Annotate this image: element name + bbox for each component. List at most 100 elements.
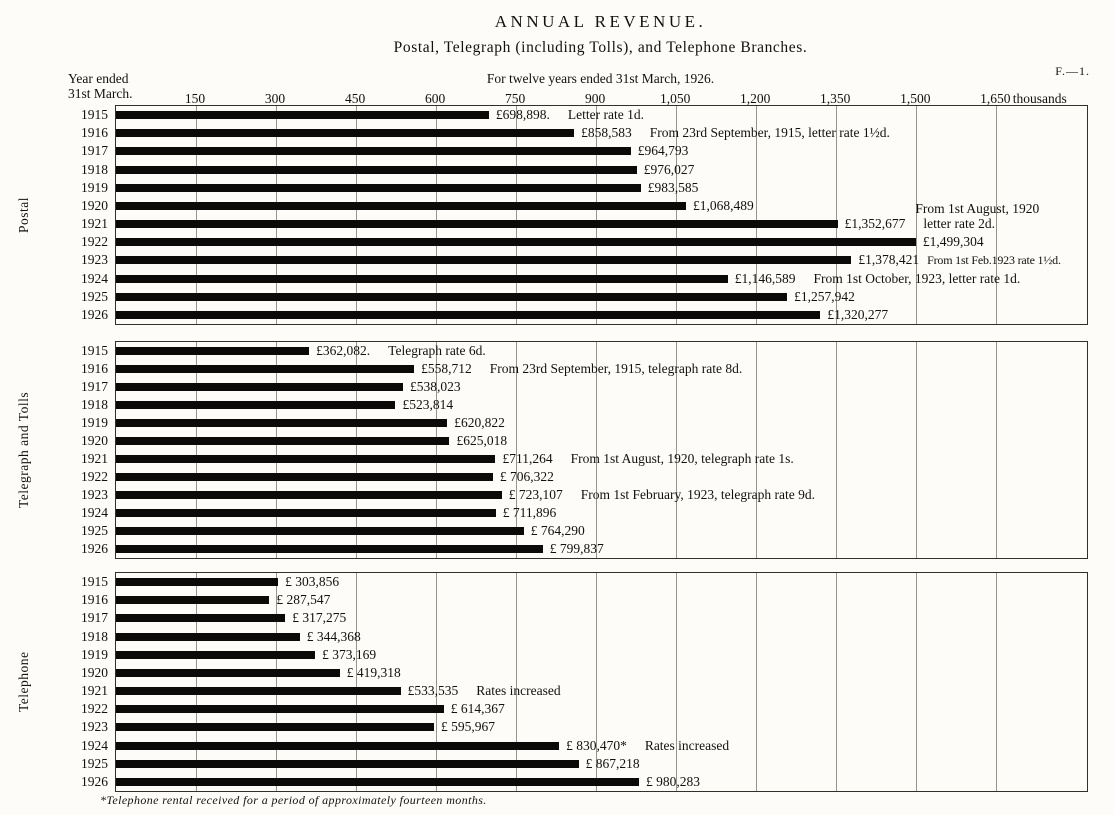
year-label: 1919 — [81, 646, 108, 662]
revenue-bar — [116, 401, 396, 409]
revenue-bar — [116, 473, 493, 481]
year-label: 1918 — [81, 628, 108, 644]
bar-row-1918: 1918 £ 344,368 — [81, 628, 1087, 646]
year-label: 1926 — [81, 306, 108, 322]
gridline — [756, 106, 758, 324]
row-axis-label-line2: 31st March. — [68, 86, 133, 101]
annotation: From 23rd September, 1915, telegraph rat… — [489, 361, 743, 376]
annotation: From 1st February, 1923, telegraph rate … — [580, 487, 815, 502]
bar-row-1915: 1915 £698,898. Letter rate 1d. — [81, 106, 1087, 124]
bar-row-1917: 1917 £538,023 — [81, 378, 1087, 396]
year-label: 1922 — [81, 701, 108, 717]
revenue-bar — [116, 183, 641, 192]
gridline — [996, 573, 998, 791]
value-label: £1,320,277 — [827, 306, 889, 322]
bar-row-1924: 1924 £1,146,589 From 1st October, 1923, le… — [81, 270, 1087, 288]
year-label: 1925 — [81, 755, 108, 771]
bar-row-1923: 1923 £1,378,421 From 1st Feb.1923 rate 1½d… — [81, 251, 1087, 269]
year-label: 1924 — [81, 505, 108, 520]
gridline — [196, 342, 198, 558]
value-label: £ 706,322 — [499, 469, 554, 484]
year-label: 1915 — [81, 343, 108, 358]
year-label: 1922 — [81, 469, 108, 484]
axis-tick-label: 1,050 — [660, 91, 691, 106]
gridline — [596, 573, 598, 791]
year-label: 1924 — [81, 270, 108, 286]
revenue-bar — [116, 777, 639, 786]
bar-row-1925: 1925 £ 764,290 — [81, 522, 1087, 540]
row-axis-label-line1: Year ended — [68, 71, 129, 86]
value-label: £ 373,169 — [322, 646, 377, 662]
gridline — [356, 573, 358, 791]
gridline — [276, 573, 278, 791]
year-label: 1917 — [81, 143, 108, 159]
value-label: £ 419,318 — [346, 664, 401, 680]
year-label: 1918 — [81, 397, 108, 412]
value-label: £964,793 — [637, 143, 689, 159]
year-label: 1925 — [81, 288, 108, 304]
gridline — [996, 342, 998, 558]
bar-row-1915: 1915 £ 303,856 — [81, 573, 1087, 591]
value-label: £ 595,967 — [440, 719, 495, 735]
value-label: £1,146,589 — [734, 270, 796, 286]
bar-row-1926: 1926 £1,320,277 — [81, 306, 1087, 324]
value-label: £533,535 — [407, 683, 459, 699]
value-label: £ 344,368 — [306, 628, 361, 644]
bar-row-1918: 1918 £523,814 — [81, 396, 1087, 414]
value-label: £ 830,470* — [566, 737, 627, 753]
value-label: £ 614,367 — [450, 701, 505, 717]
revenue-bar — [116, 723, 434, 732]
year-label: 1916 — [81, 361, 108, 376]
revenue-bar — [116, 365, 415, 373]
value-label: £1,257,942 — [794, 288, 855, 304]
bar-row-1925: 1925 £ 867,218 — [81, 755, 1087, 773]
annotation: From 1st August, 1920, telegraph rate 1s… — [570, 451, 794, 466]
year-label: 1924 — [81, 737, 108, 753]
revenue-bar — [116, 614, 286, 623]
revenue-bar — [116, 129, 575, 138]
revenue-bar — [116, 596, 270, 605]
year-label: 1915 — [81, 107, 108, 123]
annotation: From 1st October, 1923, letter rate 1d. — [813, 270, 1021, 286]
year-label: 1926 — [81, 773, 108, 789]
value-label: £362,082. — [316, 343, 371, 358]
revenue-bar — [116, 759, 579, 768]
annotation: From 1st Feb.1923 rate 1½d. — [927, 252, 1061, 267]
revenue-bar — [116, 274, 728, 283]
bar-row-1916: 1916 £858,583 From 23rd September, 1915, l… — [81, 124, 1087, 142]
bar-row-1916: 1916 £ 287,547 — [81, 591, 1087, 609]
gridline — [356, 106, 358, 324]
plate-reference: F.—1. — [1055, 64, 1090, 78]
axis-tick-label: 1,350 — [820, 91, 851, 106]
axis-tick-label: 600 — [424, 91, 446, 106]
value-label: £976,027 — [643, 161, 695, 177]
bar-row-1921: 1921 £1,352,677 letter rate 2d. From 1st Au… — [81, 201, 1087, 233]
axis-tick-label: 300 — [264, 91, 286, 106]
revenue-bar — [116, 347, 310, 355]
value-label: £ 764,290 — [530, 523, 585, 538]
gridline — [276, 106, 278, 324]
gridline — [596, 106, 598, 324]
gridline — [996, 106, 998, 324]
axis-tick-label: 450 — [344, 91, 366, 106]
gridline — [756, 342, 758, 558]
gridline — [276, 342, 278, 558]
value-label: £858,583 — [581, 125, 632, 141]
revenue-bar — [116, 650, 316, 659]
value-axis: 150 300 450 600 750 900 1,050 1,200 1,350 1,500 1,… — [115, 91, 1086, 106]
panel-telegraph-and-tolls: Telegraph and Tolls 1915 £362,082. Telegra… — [16, 341, 1088, 559]
gridline — [436, 573, 438, 791]
gridline — [436, 342, 438, 558]
section-label-telegraph-and-tolls: Telegraph and Tolls — [16, 391, 31, 509]
revenue-bar — [116, 111, 489, 120]
year-label: 1923 — [81, 487, 108, 502]
revenue-bar — [116, 201, 687, 210]
revenue-bar — [116, 437, 450, 445]
value-label: £1,352,677 — [844, 216, 906, 232]
gridline — [516, 106, 518, 324]
year-label: 1920 — [81, 197, 108, 213]
gridline — [676, 342, 678, 558]
revenue-bar — [116, 491, 502, 499]
value-label: £ 799,837 — [549, 541, 604, 556]
bar-row-1922: 1922 £1,499,304 — [81, 233, 1087, 251]
